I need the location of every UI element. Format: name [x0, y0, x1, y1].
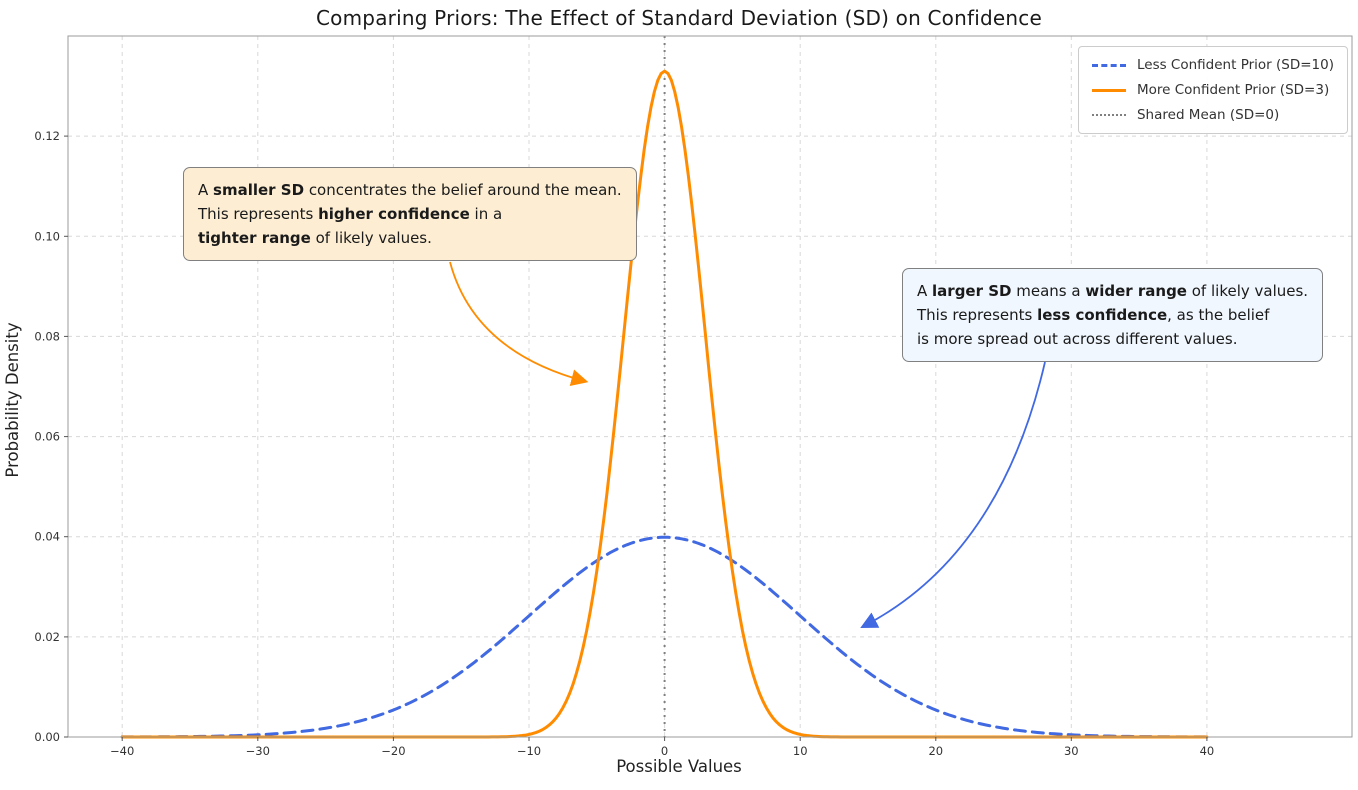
- x-tick-label: −10: [517, 744, 541, 758]
- annotation-line: is more spread out across different valu…: [917, 327, 1308, 351]
- annotation-bold-text: less confidence: [1037, 306, 1168, 324]
- annotation-smaller-sd: A smaller SD concentrates the belief aro…: [183, 167, 637, 261]
- x-tick-label: 10: [793, 744, 808, 758]
- legend-label: Shared Mean (SD=0): [1136, 107, 1280, 123]
- legend-label: Less Confident Prior (SD=10): [1136, 57, 1334, 73]
- annotation-arrow: [449, 261, 589, 387]
- x-tick-label: 0: [661, 744, 668, 758]
- chart-title: Comparing Priors: The Effect of Standard…: [316, 6, 1042, 30]
- y-tick-label: 0.10: [34, 229, 60, 243]
- annotation-text: A: [198, 181, 214, 199]
- x-tick-label: −20: [381, 744, 405, 758]
- annotation-text: is more spread out across different valu…: [917, 330, 1238, 348]
- annotation-text: This represents: [917, 306, 1038, 324]
- x-axis-label: Possible Values: [616, 757, 742, 776]
- annotation-text: of likely values.: [1186, 282, 1309, 300]
- annotation-line: tighter range of likely values.: [198, 226, 622, 250]
- y-tick-label: 0.06: [34, 430, 60, 444]
- legend-line-sample-icon: [1091, 88, 1126, 92]
- annotation-text: A: [917, 282, 933, 300]
- annotation-text: means a: [1011, 282, 1086, 300]
- legend-item: Shared Mean (SD=0): [1091, 107, 1334, 123]
- x-tick-label: −40: [110, 744, 134, 758]
- y-tick-label: 0.12: [34, 129, 60, 143]
- y-tick-label: 0.08: [34, 329, 60, 343]
- x-tick-label: 20: [928, 744, 943, 758]
- annotation-bold-text: smaller SD: [213, 181, 305, 199]
- annotation-text: This represents: [198, 205, 319, 223]
- legend: Less Confident Prior (SD=10) More Confide…: [1077, 46, 1348, 134]
- plot-border: [67, 35, 1353, 738]
- annotation-bold-text: wider range: [1085, 282, 1187, 300]
- legend-line-sample-icon: [1091, 63, 1126, 67]
- legend-item: More Confident Prior (SD=3): [1091, 82, 1334, 98]
- legend-item: Less Confident Prior (SD=10): [1091, 57, 1334, 73]
- y-tick-label: 0.02: [34, 630, 60, 644]
- annotation-text: concentrates the belief around the mean.: [304, 181, 622, 199]
- annotation-line: A smaller SD concentrates the belief aro…: [198, 178, 622, 202]
- annotation-arrow: [860, 361, 1046, 628]
- series-line-0: [120, 535, 1209, 739]
- annotation-text: in a: [469, 205, 503, 223]
- annotation-text: , as the belief: [1167, 306, 1270, 324]
- annotation-bold-text: larger SD: [932, 282, 1012, 300]
- x-tick-label: 40: [1200, 744, 1215, 758]
- annotation-bold-text: higher confidence: [318, 205, 470, 223]
- legend-label: More Confident Prior (SD=3): [1136, 82, 1330, 98]
- annotation-bold-text: tighter range: [198, 229, 311, 247]
- x-tick-label: 30: [1064, 744, 1079, 758]
- annotation-line: This represents less confidence, as the …: [917, 303, 1308, 327]
- y-tick-label: 0.00: [34, 730, 60, 744]
- y-axis-label: Probability Density: [3, 322, 22, 477]
- annotation-line: This represents higher confidence in a: [198, 202, 622, 226]
- x-tick-label: −30: [246, 744, 270, 758]
- y-tick-label: 0.04: [34, 530, 60, 544]
- annotation-text: of likely values.: [310, 229, 432, 247]
- legend-line-sample-icon: [1091, 114, 1126, 116]
- annotation-larger-sd: A larger SD means a wider range of likel…: [902, 268, 1324, 362]
- annotation-line: A larger SD means a wider range of likel…: [917, 279, 1308, 303]
